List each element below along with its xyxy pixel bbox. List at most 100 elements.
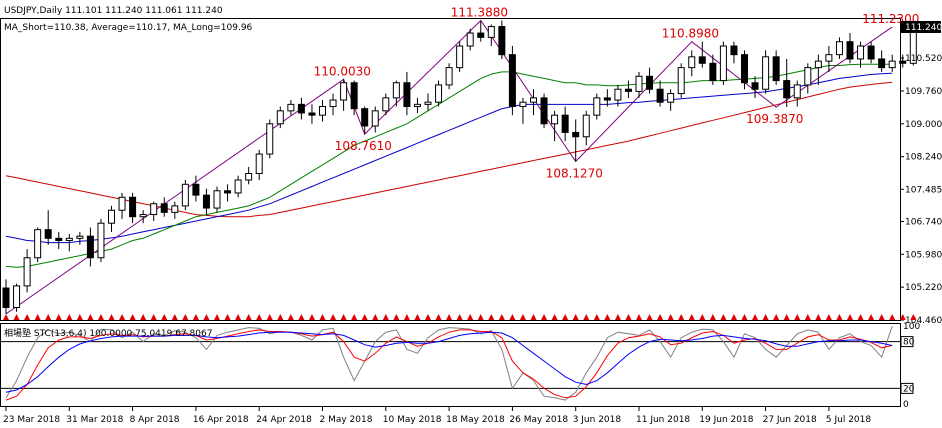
candle-down — [498, 26, 506, 56]
signal-arrow — [657, 314, 664, 320]
candle-down — [477, 32, 485, 38]
signal-arrow — [214, 314, 220, 320]
candle-up — [825, 54, 833, 62]
candle-down — [730, 45, 738, 56]
candle-up — [551, 114, 559, 125]
candle-down — [86, 235, 94, 259]
candle-up — [150, 203, 158, 216]
indicator-pane-border — [0, 323, 901, 407]
candle-up — [287, 103, 295, 112]
x-tick-label: 8 Apr 2018 — [130, 415, 180, 425]
signal-arrow — [467, 314, 474, 320]
signal-arrow — [182, 314, 189, 320]
signal-arrow — [730, 314, 737, 320]
candle-down — [297, 103, 305, 114]
candle-up — [213, 190, 221, 209]
candle-up — [340, 82, 348, 101]
signal-arrow — [414, 314, 421, 320]
signal-arrow — [593, 314, 600, 320]
annotations: 110.0030 108.7610 111.3880 108.1270 110.8980… — [314, 6, 920, 181]
signal-arrow — [783, 314, 790, 320]
main-pane-border — [0, 18, 901, 321]
candle-up — [276, 110, 284, 125]
signal-arrow — [298, 314, 305, 320]
current-price-label: 111.240 — [905, 23, 942, 33]
time-axis: 23 Mar 2018 31 Mar 2018 8 Apr 2018 16 Apr 2… — [3, 407, 871, 425]
indicator-header: 相場塾 STC(13,6,4) 100.0000 75.0419 67.8067 — [4, 327, 212, 339]
candle-up — [181, 183, 189, 207]
y-tick-label: 109.760 — [905, 87, 942, 97]
x-tick-label: 18 May 2018 — [446, 415, 505, 425]
signal-arrow — [804, 314, 811, 320]
signal-arrow — [76, 314, 83, 320]
signal-arrow — [308, 314, 315, 320]
signal-arrow — [140, 314, 147, 320]
candle-down — [646, 75, 654, 90]
zigzag-line — [5, 19, 893, 315]
signal-arrow — [150, 314, 157, 320]
signal-arrow — [709, 314, 716, 320]
signal-arrow — [857, 314, 864, 320]
ma-short-line — [5, 63, 893, 268]
candle-up — [888, 60, 896, 69]
signal-arrow — [34, 314, 41, 320]
candle-down — [129, 196, 137, 218]
candle-down — [878, 58, 886, 69]
signal-arrow — [604, 314, 611, 320]
candle-down — [561, 114, 569, 133]
signal-arrow — [393, 314, 400, 320]
price-axis: 111.240 110.520 109.760 109.000 108.240 107.4… — [900, 23, 942, 326]
candle-up — [234, 179, 242, 194]
chart-header-line1: USDJPY,Daily 111.101 111.240 111.061 111… — [4, 6, 223, 16]
x-tick-label: 2 May 2018 — [320, 415, 373, 425]
x-tick-label: 27 Jun 2018 — [763, 415, 817, 425]
signal-arrow — [435, 314, 442, 320]
candle-up — [635, 75, 643, 92]
signal-arrow — [192, 314, 199, 320]
signal-arrow — [235, 314, 242, 320]
signal-arrow — [720, 314, 727, 320]
candle-down — [656, 88, 664, 103]
signal-arrow — [551, 314, 558, 320]
signal-arrow — [3, 314, 9, 320]
signal-arrow — [899, 314, 906, 320]
candle-down — [350, 82, 358, 110]
candle-up — [108, 209, 115, 224]
candle-down — [403, 82, 411, 108]
candle-up — [814, 60, 822, 69]
candle-down — [741, 54, 748, 84]
candle-down — [2, 287, 10, 308]
candle-up — [382, 97, 390, 112]
signal-arrow — [161, 314, 168, 320]
signal-arrow — [889, 314, 896, 320]
signal-arrow — [825, 314, 832, 320]
indicator-axis: 100 80 20 0 — [900, 322, 920, 410]
candle-up — [245, 173, 253, 181]
x-tick-label: 5 Jul 2018 — [826, 415, 871, 425]
candle-up — [413, 103, 421, 108]
candle-up — [13, 285, 21, 308]
candle-down — [192, 183, 200, 196]
signal-arrow — [636, 314, 642, 320]
candle-down — [44, 229, 52, 239]
candle-down — [202, 194, 210, 209]
candle-down — [308, 112, 316, 116]
candle-up — [793, 84, 801, 99]
level-box — [900, 382, 914, 394]
signal-arrow — [45, 314, 52, 320]
ma-average-line — [5, 72, 893, 244]
signal-arrow — [699, 314, 706, 320]
candle-up — [118, 196, 126, 211]
candle-up — [688, 56, 696, 69]
signal-arrow — [688, 314, 695, 320]
candle-down — [160, 203, 168, 213]
signal-arrow — [562, 314, 569, 320]
candle-up — [266, 123, 274, 155]
signal-arrow — [741, 314, 748, 320]
swing-label: 108.7610 — [335, 139, 392, 153]
signal-arrow — [836, 314, 843, 320]
signal-arrow — [910, 314, 917, 320]
candle-up — [677, 67, 685, 95]
signal-arrow — [752, 314, 759, 320]
candle-down — [698, 56, 706, 64]
